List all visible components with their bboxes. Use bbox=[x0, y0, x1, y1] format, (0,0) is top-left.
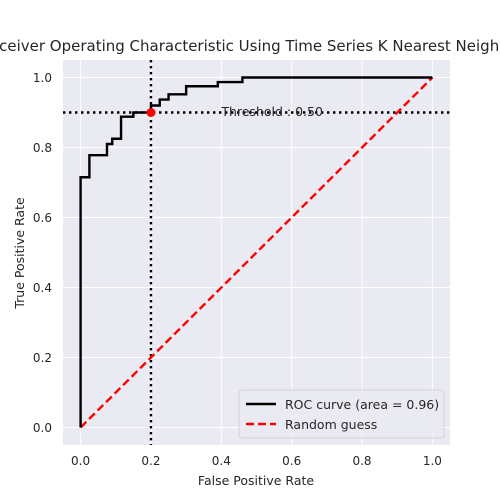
x-tick-labels: 0.0 0.2 0.4 0.6 0.8 1.0 bbox=[71, 454, 442, 468]
y-tick-labels: 0.0 0.2 0.4 0.6 0.8 1.0 bbox=[33, 71, 52, 435]
marker-group bbox=[146, 108, 156, 117]
x-tick-label: 0.4 bbox=[212, 454, 231, 468]
x-tick-label: 1.0 bbox=[423, 454, 442, 468]
y-tick-label: 1.0 bbox=[33, 71, 52, 85]
y-axis-label: True Positive Rate bbox=[12, 197, 27, 310]
y-tick-label: 0.6 bbox=[33, 211, 52, 225]
legend-label-roc: ROC curve (area = 0.96) bbox=[285, 397, 439, 412]
x-tick-label: 0.8 bbox=[352, 454, 371, 468]
y-tick-label: 0.2 bbox=[33, 351, 52, 365]
y-tick-label: 0.0 bbox=[33, 421, 52, 435]
x-tick-label: 0.2 bbox=[141, 454, 160, 468]
threshold-point bbox=[146, 108, 156, 117]
x-tick-label: 0.0 bbox=[71, 454, 90, 468]
y-tick-label: 0.8 bbox=[33, 141, 52, 155]
legend-box bbox=[238, 389, 445, 439]
random-guess-line bbox=[79, 76, 434, 429]
chart-title: Receiver Operating Characteristic Using … bbox=[0, 37, 500, 55]
threshold-annotation: Threshold : 0.50 bbox=[220, 104, 323, 119]
legend-label-random: Random guess bbox=[285, 417, 377, 432]
y-tick-label: 0.4 bbox=[33, 281, 52, 295]
x-tick-label: 0.6 bbox=[282, 454, 301, 468]
x-axis-label: False Positive Rate bbox=[198, 473, 314, 488]
legend: ROC curve (area = 0.96) Random guess bbox=[238, 389, 445, 439]
reference-lines bbox=[63, 60, 450, 445]
